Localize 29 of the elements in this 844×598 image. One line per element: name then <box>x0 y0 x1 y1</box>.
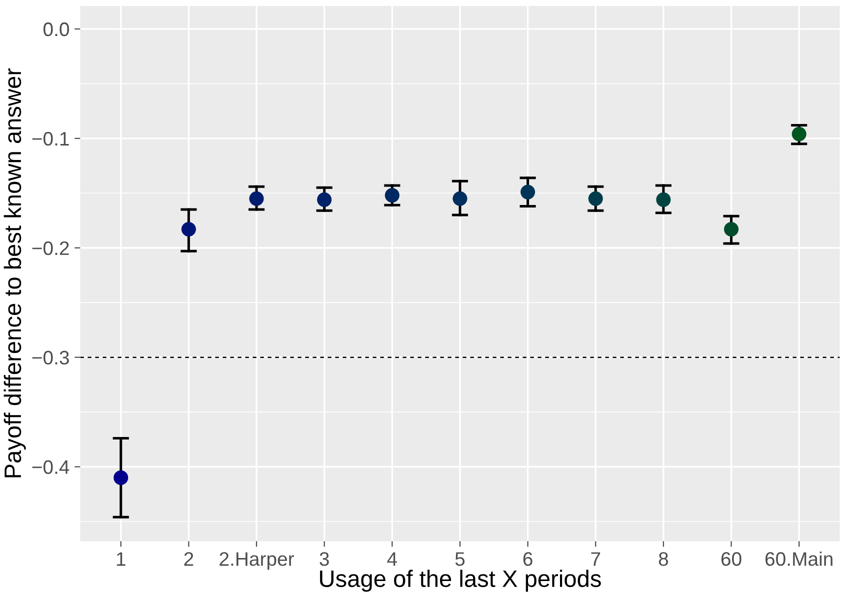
x-tick-label: 2.Harper <box>220 552 294 570</box>
x-tick-label: 6 <box>523 552 532 566</box>
y-tick-label: −0.1 <box>32 132 69 146</box>
y-tick-label: 0.0 <box>43 22 70 36</box>
point <box>520 184 536 200</box>
point <box>249 191 264 206</box>
point <box>656 192 671 207</box>
y-axis-title: Payoff difference to best known answer <box>4 68 26 478</box>
x-tick-label: 1 <box>116 552 126 566</box>
point <box>452 191 468 206</box>
point <box>588 191 603 206</box>
y-tick-label: −0.3 <box>32 350 69 365</box>
point <box>114 470 128 485</box>
x-tick-label: 2 <box>184 552 194 566</box>
point <box>317 192 332 207</box>
point <box>181 222 196 237</box>
x-tick-label: 3 <box>320 552 329 566</box>
x-tick-label: 7 <box>591 552 600 566</box>
y-tick-label: −0.4 <box>32 460 70 474</box>
x-tick-label: 60.Main <box>765 552 832 566</box>
x-tick-label: 5 <box>455 552 465 566</box>
y-tick-label: −0.2 <box>32 241 69 256</box>
point <box>384 188 400 203</box>
x-axis-title: Usage of the last X periods <box>320 570 601 592</box>
point <box>724 222 739 237</box>
point <box>792 126 806 142</box>
x-tick-label: 8 <box>658 552 668 566</box>
x-tick-label: 4 <box>387 552 397 566</box>
x-tick-label: 60 <box>721 552 742 566</box>
